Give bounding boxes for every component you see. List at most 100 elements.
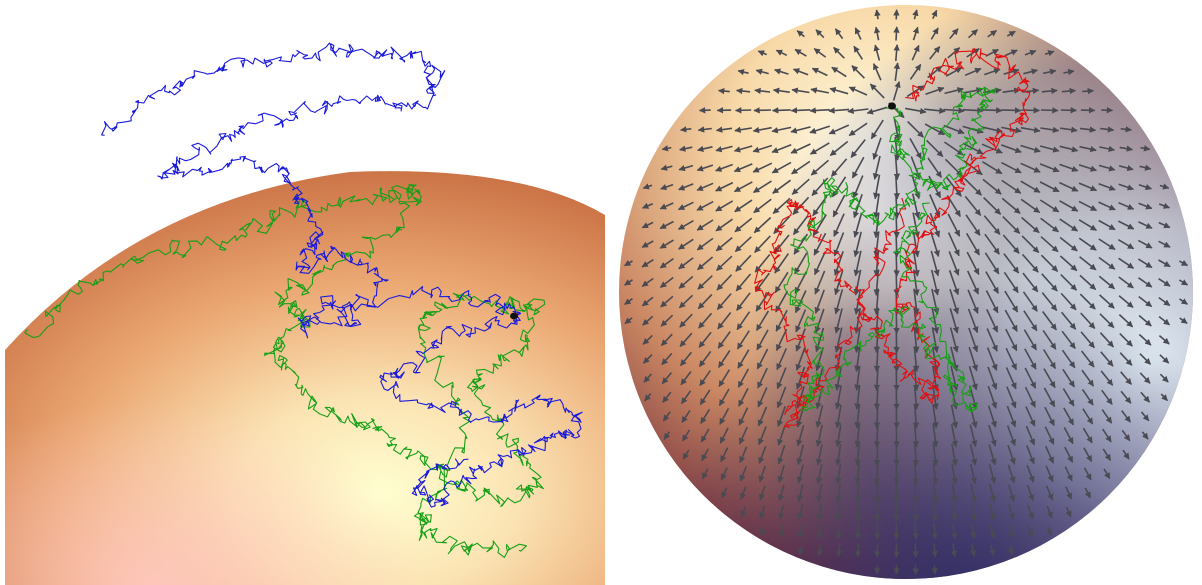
vector-field (624, 9, 1189, 575)
vector-arrow (816, 503, 823, 521)
vector-arrow (834, 289, 844, 315)
vector-arrow (795, 328, 806, 352)
vector-arrow (951, 463, 958, 485)
vector-arrow (1102, 448, 1112, 461)
vector-arrow (950, 424, 958, 448)
vector-arrow (1043, 387, 1056, 408)
vector-arrow (1079, 126, 1097, 133)
vector-arrow (872, 155, 881, 180)
vector-arrow (912, 346, 920, 373)
vector-arrow (1061, 87, 1077, 95)
vector-arrow (1027, 525, 1034, 538)
vector-arrow (1023, 329, 1037, 351)
vector-arrow (1039, 145, 1060, 153)
vector-arrow (1118, 201, 1135, 210)
vector-arrow (681, 409, 691, 423)
vector-arrow (943, 124, 965, 135)
vector-arrow (965, 214, 981, 236)
vector-arrow (969, 444, 978, 466)
start-marker (510, 312, 518, 320)
vector-arrow (696, 237, 714, 251)
vector-arrow (835, 443, 842, 466)
vector-arrow (986, 328, 998, 352)
vector-arrow (1042, 329, 1057, 350)
vector-arrow (949, 289, 960, 315)
vector-arrow (700, 428, 710, 443)
vector-arrow (965, 232, 980, 256)
vector-arrow (905, 107, 927, 115)
vector-arrow (847, 107, 869, 114)
vector-arrow (873, 346, 881, 373)
vector-arrow (795, 309, 807, 333)
vector-arrow (924, 107, 946, 114)
vector-arrow (912, 502, 919, 522)
vector-arrow (912, 250, 920, 277)
vector-arrow (873, 423, 881, 448)
vector-arrow (951, 503, 958, 522)
vector-arrow (1079, 293, 1096, 310)
vector-arrow (929, 212, 941, 238)
vector-arrow (1059, 163, 1079, 172)
vector-arrow (1007, 464, 1016, 484)
vector-arrow (1045, 465, 1054, 483)
vector-arrow (987, 405, 997, 428)
vector-arrow (697, 293, 713, 310)
vector-arrow (1118, 257, 1135, 269)
vector-arrow (642, 183, 653, 190)
vector-arrow (720, 467, 728, 481)
vector-arrow (716, 255, 733, 271)
vector-arrow (931, 523, 939, 540)
vector-arrow (736, 330, 750, 350)
vector-arrow (775, 290, 789, 313)
vector-arrow (794, 271, 808, 294)
vector-arrow (641, 259, 654, 268)
vector-arrow (1002, 216, 1021, 234)
vector-arrow (854, 385, 861, 410)
vector-arrow (944, 87, 964, 95)
vector-arrow (851, 65, 865, 79)
vector-arrow (1040, 254, 1059, 272)
vector-arrow (792, 68, 809, 76)
vector-arrow (866, 106, 888, 115)
vector-arrow (988, 424, 997, 447)
vector-arrow (677, 220, 694, 230)
vector-arrow (696, 200, 714, 211)
vector-arrow (911, 193, 921, 219)
vector-arrow (796, 30, 805, 38)
vector-arrow (950, 543, 958, 558)
vector-arrow (1158, 334, 1170, 345)
vector-arrow (1020, 144, 1041, 153)
vector-arrow (969, 424, 978, 448)
vector-arrow (931, 327, 940, 354)
vector-arrow (1098, 201, 1116, 211)
vector-arrow (1121, 410, 1132, 423)
vector-arrow (717, 331, 731, 349)
vector-arrow (815, 366, 824, 391)
vector-arrow (853, 327, 861, 354)
vector-arrow (1024, 367, 1037, 389)
vector-arrow (733, 163, 753, 173)
vector-arrow (1059, 181, 1079, 192)
vector-arrow (1039, 163, 1060, 173)
vector-arrow (642, 315, 654, 326)
vector-arrow (759, 505, 766, 519)
vector-arrow (853, 307, 861, 334)
vector-arrow (912, 423, 920, 448)
vector-arrow (893, 62, 901, 82)
vector-arrow (753, 198, 772, 214)
vector-arrow (1079, 256, 1097, 271)
vector-arrow (912, 463, 920, 485)
vector-arrow (815, 463, 823, 485)
vector-arrow (739, 466, 748, 482)
vector-arrow (1041, 292, 1058, 312)
vector-arrow (829, 87, 849, 95)
vector-arrow (988, 544, 996, 557)
vector-arrow (1023, 68, 1039, 75)
vector-arrow (1119, 145, 1134, 152)
vector-arrow (679, 332, 693, 348)
vector-arrow (1043, 368, 1056, 389)
vector-arrow (1022, 291, 1038, 312)
vector-arrow (1061, 349, 1076, 369)
vector-arrow (1140, 391, 1151, 403)
vector-arrow (853, 231, 862, 258)
